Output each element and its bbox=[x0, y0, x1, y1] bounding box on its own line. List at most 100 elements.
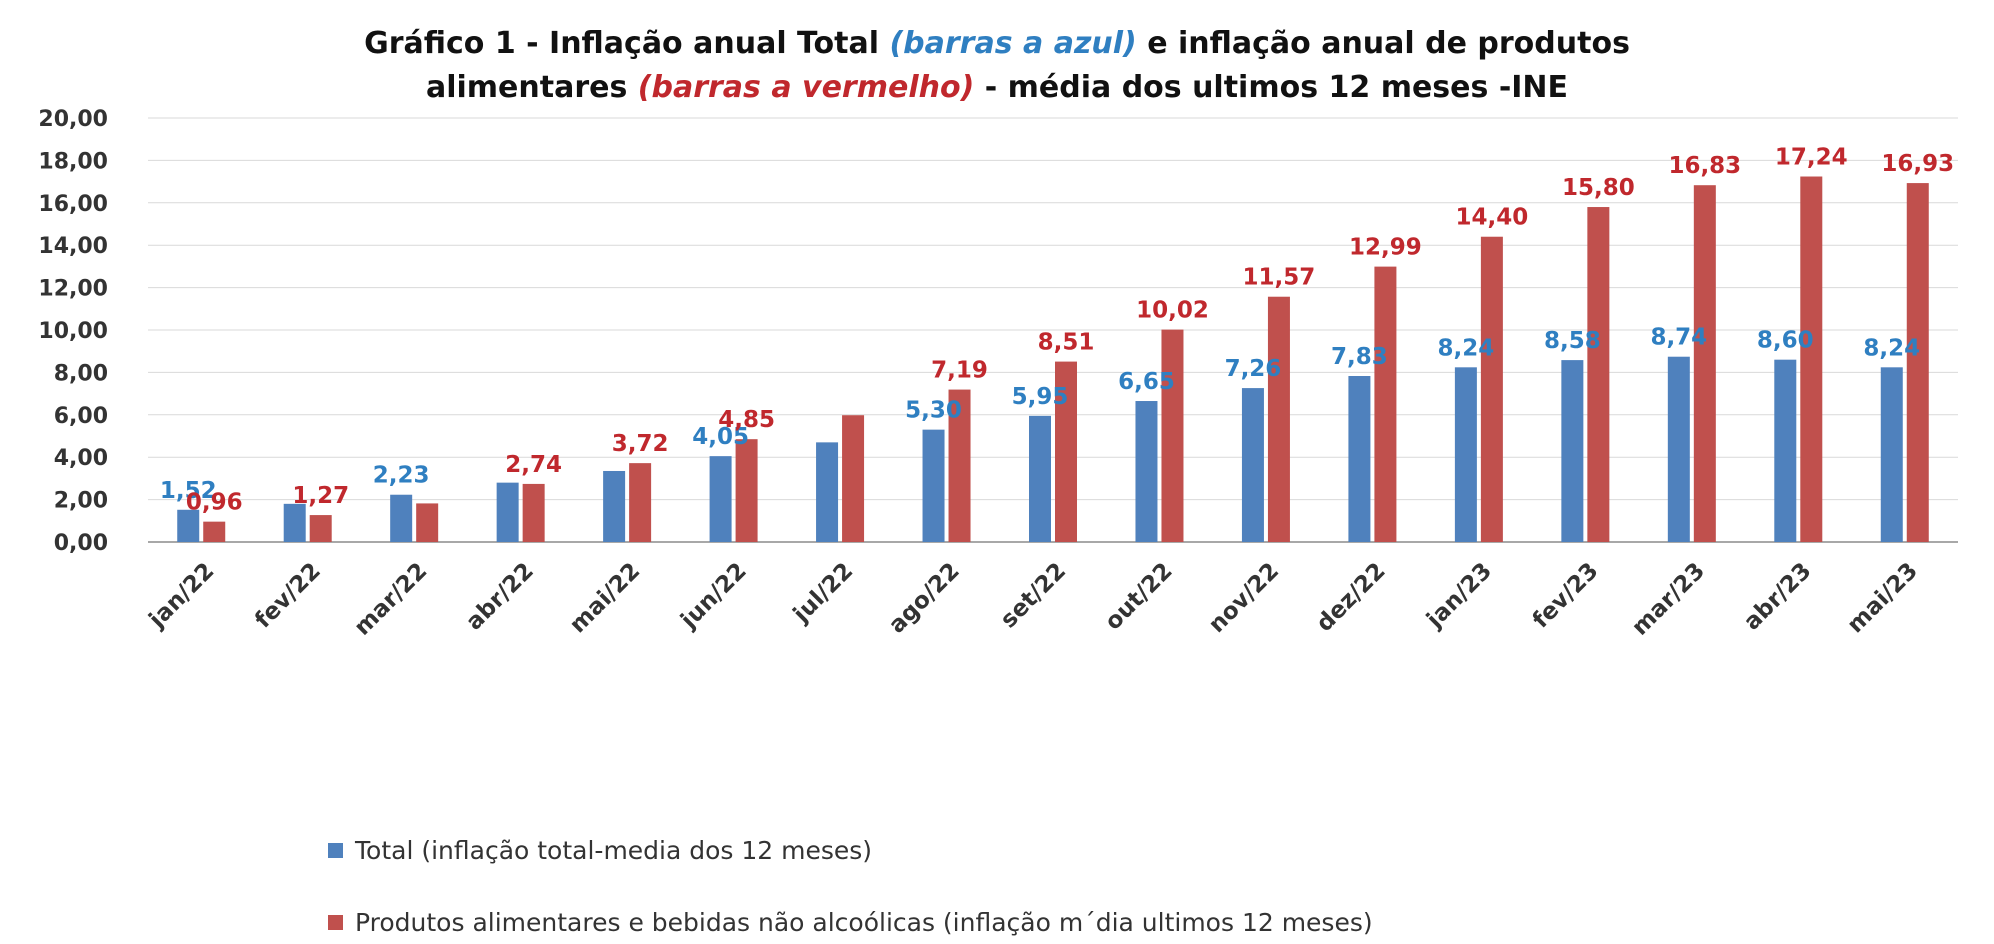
bar-food bbox=[629, 463, 652, 542]
x-tick-label: jul/22 bbox=[788, 558, 858, 628]
chart-title: Gráfico 1 - Inflação anual Total (barras… bbox=[0, 22, 1994, 110]
data-label-food: 12,99 bbox=[1349, 235, 1422, 261]
bar-food bbox=[1055, 361, 1077, 542]
x-tick-label: out/22 bbox=[1100, 558, 1177, 635]
bar-total bbox=[496, 482, 519, 542]
data-label-food: 15,80 bbox=[1562, 175, 1635, 201]
bar-total bbox=[709, 456, 732, 542]
y-tick-label: 20,00 bbox=[38, 107, 108, 132]
bar-total bbox=[1241, 388, 1264, 542]
bar-total bbox=[1348, 376, 1371, 542]
x-tick-label: jun/22 bbox=[675, 558, 751, 634]
bar-total bbox=[283, 503, 306, 542]
data-label-total: 8,24 bbox=[1438, 335, 1495, 361]
data-label-food: 8,51 bbox=[1038, 330, 1095, 356]
data-labels: 1,52 2,23 4,05 5,30 5,95 6,65 7,26 7,83 8,24 8,58… bbox=[160, 145, 1954, 516]
bar-total bbox=[390, 494, 413, 542]
bar-food bbox=[842, 415, 865, 542]
title-part-5: (barras a vermelho) bbox=[637, 70, 975, 105]
bar-total bbox=[816, 442, 839, 542]
x-tick-label: dez/22 bbox=[1312, 558, 1391, 637]
x-tick-label: jan/23 bbox=[1421, 558, 1497, 634]
x-tick-label: ago/22 bbox=[884, 558, 965, 639]
y-tick-label: 4,00 bbox=[54, 446, 108, 471]
bar-total bbox=[1667, 356, 1690, 542]
bar-food bbox=[1267, 296, 1290, 542]
data-label-food: 0,96 bbox=[186, 490, 243, 516]
data-label-total: 2,23 bbox=[373, 463, 430, 489]
x-tick-label: mar/22 bbox=[350, 558, 433, 641]
data-label-total: 7,83 bbox=[1331, 344, 1388, 370]
data-label-food: 14,40 bbox=[1455, 205, 1528, 231]
legend-item-total: Total (inflação total-media dos 12 meses… bbox=[328, 830, 1373, 870]
y-tick-label: 16,00 bbox=[38, 192, 108, 217]
bar-total bbox=[1135, 401, 1158, 542]
bar-food bbox=[1906, 183, 1929, 543]
y-tick-label: 0,00 bbox=[54, 531, 108, 556]
bar-total bbox=[1029, 415, 1051, 542]
x-tick-label: jan/22 bbox=[144, 558, 220, 634]
legend-label-food: Produtos alimentares e bebidas não alcoó… bbox=[355, 907, 1373, 937]
y-tick-label: 2,00 bbox=[54, 489, 108, 514]
y-tick-label: 10,00 bbox=[38, 319, 108, 344]
legend-swatch-total bbox=[328, 842, 343, 858]
data-label-total: 5,30 bbox=[905, 398, 962, 424]
data-label-food: 7,19 bbox=[931, 358, 988, 384]
legend-label-total: Total (inflação total-media dos 12 meses… bbox=[355, 835, 873, 865]
data-label-total: 1,52 bbox=[160, 478, 217, 504]
bar-food bbox=[1161, 329, 1184, 542]
x-tick-label: abr/22 bbox=[461, 558, 539, 636]
legend-swatch-food bbox=[328, 914, 343, 930]
title-line-2: alimentares (barras a vermelho) - média … bbox=[0, 66, 1994, 110]
data-label-total: 6,65 bbox=[1118, 369, 1175, 395]
data-label-food: 17,24 bbox=[1775, 145, 1848, 171]
title-part-4: alimentares bbox=[425, 70, 638, 105]
bar-total bbox=[922, 429, 945, 542]
title-line-1: Gráfico 1 - Inflação anual Total (barras… bbox=[0, 22, 1994, 66]
data-label-total: 8,24 bbox=[1863, 335, 1920, 361]
data-label-food: 16,83 bbox=[1668, 153, 1741, 179]
bar-total bbox=[1880, 367, 1903, 542]
y-tick-label: 12,00 bbox=[38, 277, 108, 302]
bar-food bbox=[522, 483, 545, 542]
bar-total bbox=[1454, 367, 1477, 542]
bar-food bbox=[1374, 266, 1397, 542]
bar-food bbox=[203, 521, 226, 542]
x-tick-label: set/22 bbox=[996, 558, 1071, 633]
x-tick-label: mai/22 bbox=[565, 558, 645, 638]
legend-item-food: Produtos alimentares e bebidas não alcoó… bbox=[328, 902, 1373, 942]
bar-food bbox=[1480, 236, 1503, 542]
bar-food bbox=[948, 389, 971, 542]
bar-food bbox=[309, 515, 332, 542]
x-tick-label: mai/23 bbox=[1843, 558, 1923, 638]
bar-total bbox=[177, 509, 200, 542]
y-tick-label: 14,00 bbox=[38, 234, 108, 259]
x-tick-label: nov/22 bbox=[1204, 558, 1284, 638]
bars bbox=[177, 176, 1929, 543]
bar-food bbox=[1693, 185, 1716, 543]
legend: Total (inflação total-media dos 12 meses… bbox=[328, 830, 1373, 942]
y-axis: 0,00 2,00 4,00 6,00 8,00 10,00 12,00 14,00 16,00… bbox=[38, 107, 108, 556]
data-label-total: 8,58 bbox=[1544, 328, 1601, 354]
x-tick-label: mar/23 bbox=[1627, 558, 1710, 641]
data-label-food: 11,57 bbox=[1243, 265, 1316, 291]
x-tick-label: fev/22 bbox=[250, 558, 326, 634]
gridlines bbox=[148, 117, 1958, 543]
data-label-total: 5,95 bbox=[1012, 384, 1069, 410]
bar-food bbox=[1587, 207, 1610, 543]
title-part-6: - média dos ultimos 12 meses -INE bbox=[974, 70, 1569, 105]
title-part-1: Gráfico 1 - Inflação anual Total bbox=[364, 26, 890, 61]
data-label-total: 7,26 bbox=[1225, 356, 1282, 382]
y-tick-label: 18,00 bbox=[38, 149, 108, 174]
bar-total bbox=[1774, 359, 1797, 542]
data-label-food: 3,72 bbox=[612, 431, 669, 457]
data-label-food: 4,85 bbox=[718, 407, 775, 433]
bar-total bbox=[1561, 360, 1584, 542]
data-label-total: 4,05 bbox=[692, 424, 749, 450]
y-tick-label: 8,00 bbox=[54, 361, 108, 386]
x-axis: jan/22 fev/22 mar/22 abr/22 mai/22 jun/22 jul/… bbox=[144, 558, 1923, 641]
data-label-food: 2,74 bbox=[505, 452, 562, 478]
data-label-food: 16,93 bbox=[1881, 151, 1954, 177]
bar-total bbox=[603, 470, 626, 542]
